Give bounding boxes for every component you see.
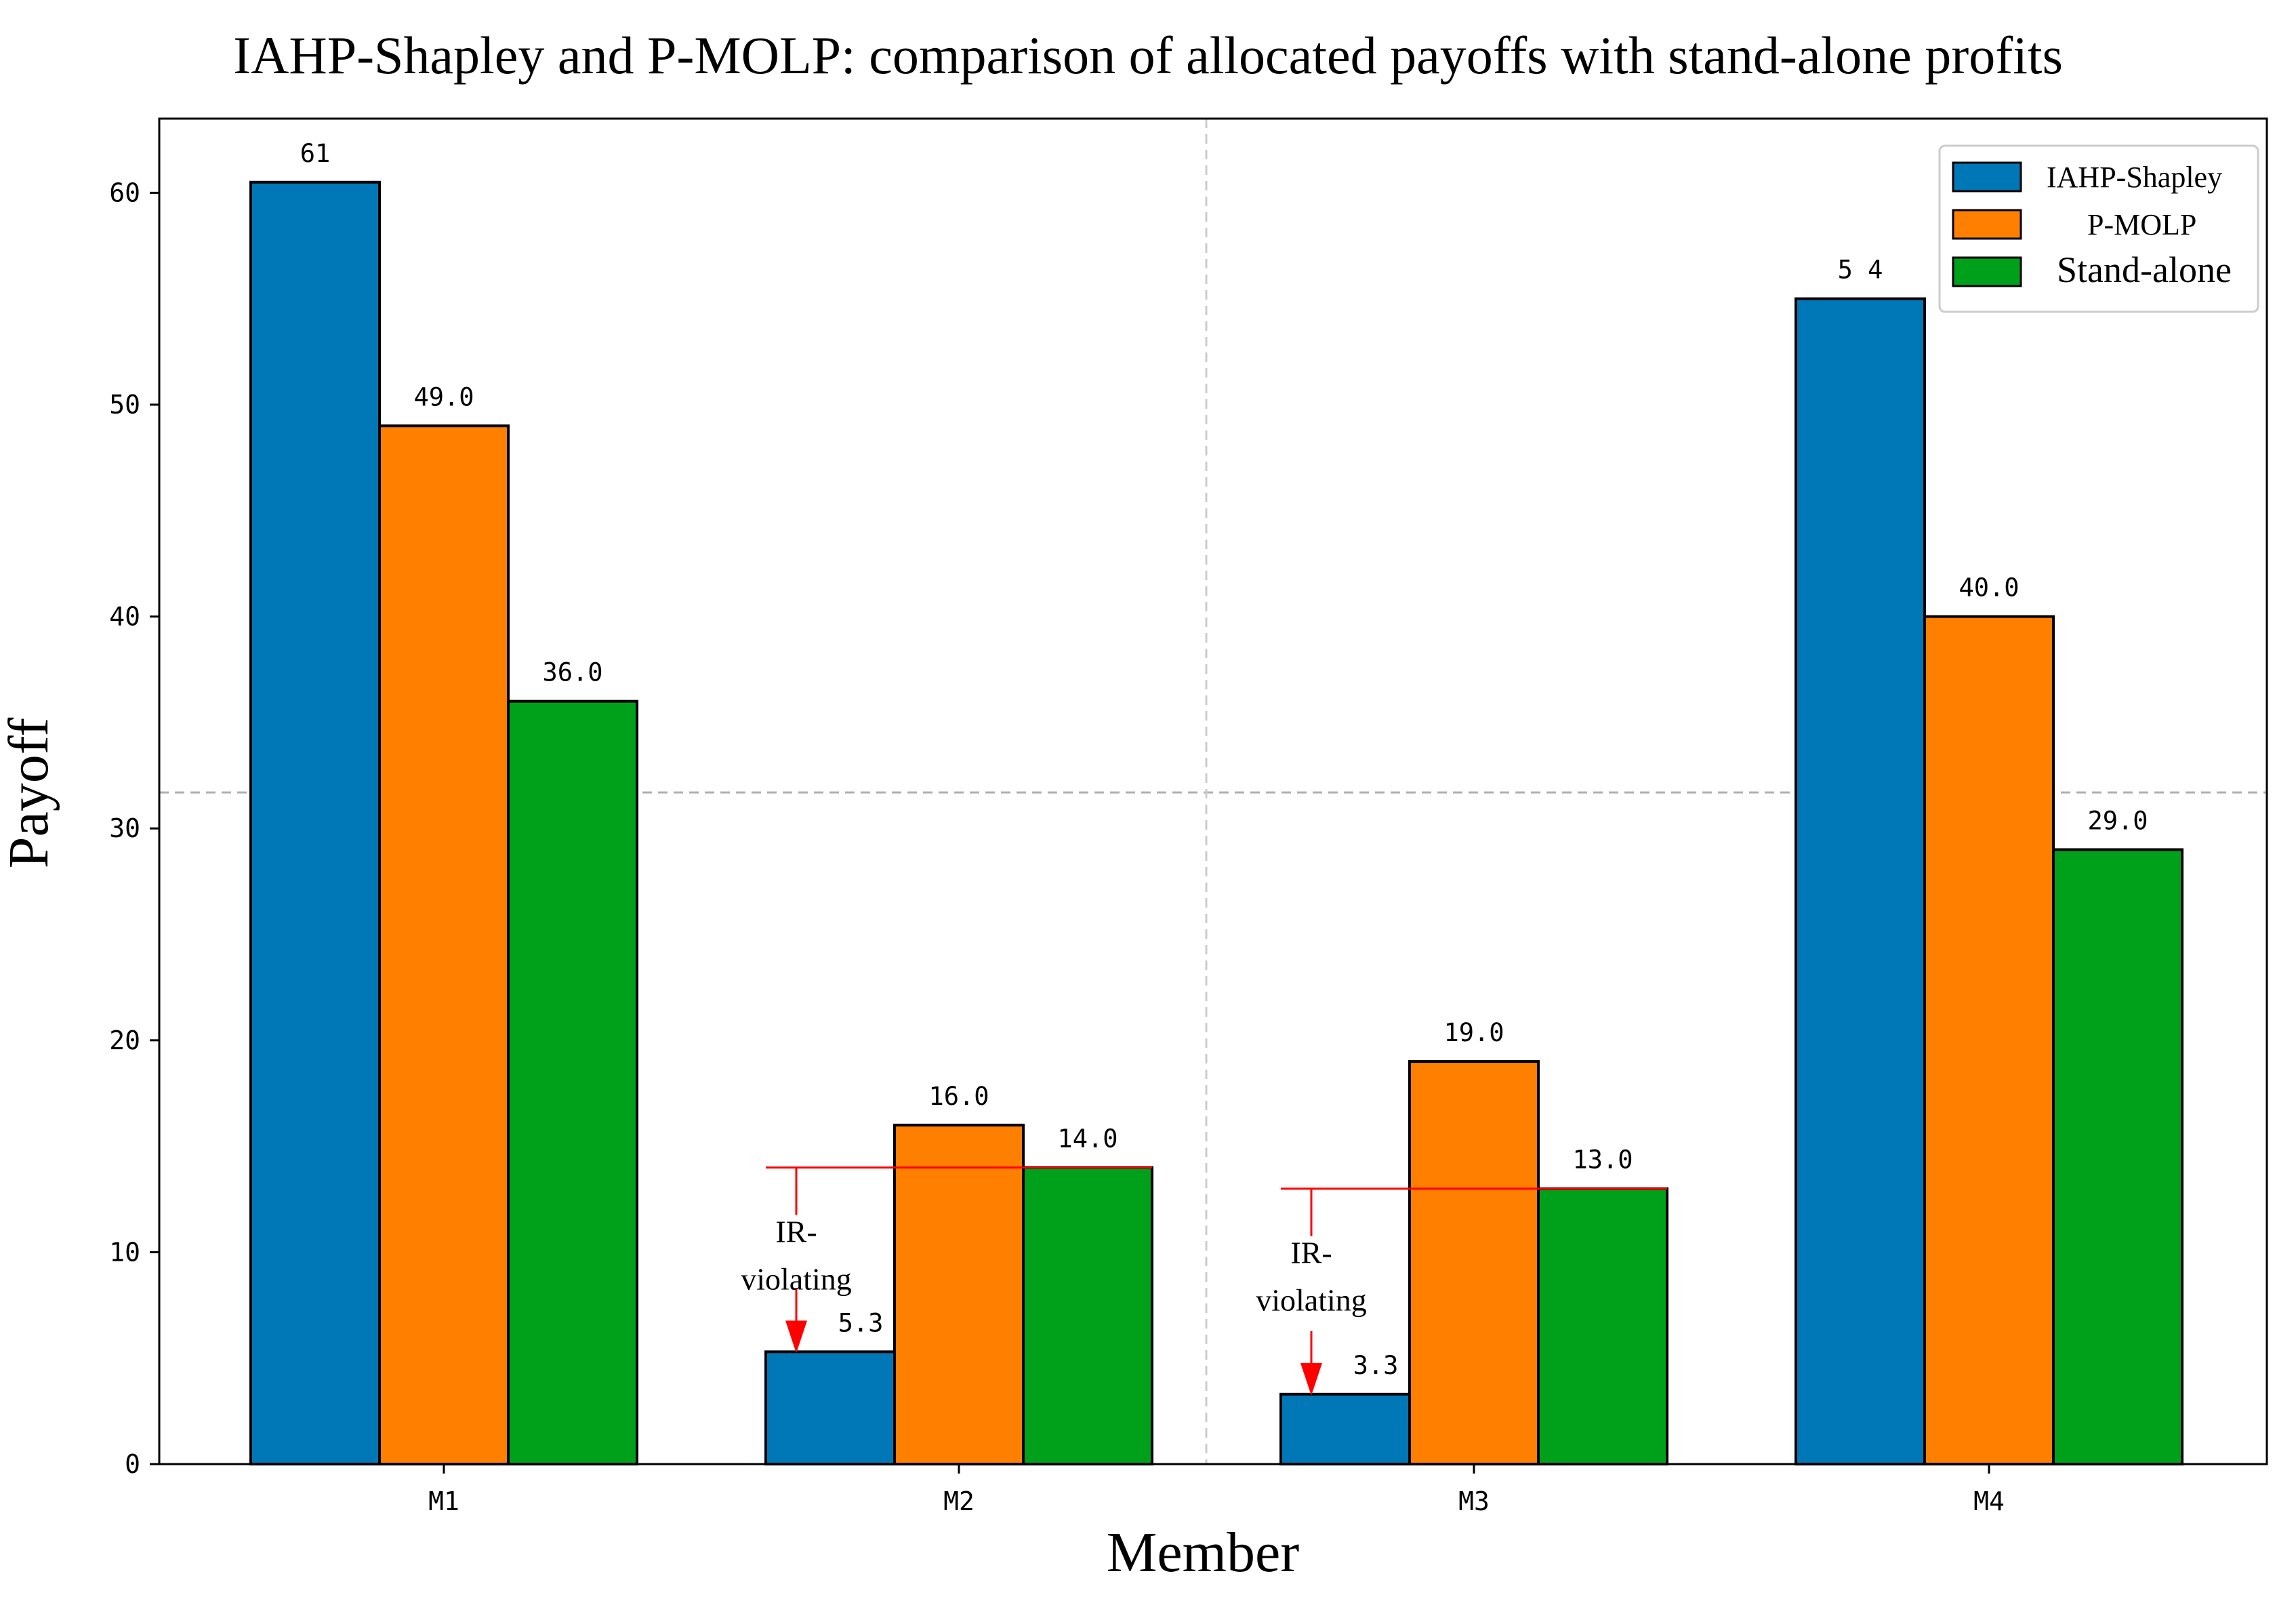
data-label-stand-alone-m1: 36.0 <box>542 658 602 687</box>
legend-label-stand-alone: Stand-alone <box>2057 249 2232 290</box>
y-tick-label: 10 <box>109 1237 140 1267</box>
legend-swatch-iahp-shapley <box>1952 161 2022 192</box>
x-tick-label: M2 <box>943 1486 975 1516</box>
data-label-stand-alone-m2: 14.0 <box>1057 1124 1118 1153</box>
bar-p-molp-m4 <box>1923 615 2055 1465</box>
bar-iahp-shapley-m4 <box>1795 297 1926 1466</box>
bar-p-molp-m2 <box>893 1123 1025 1465</box>
data-label-iahp-shapley-m3: 3.3 <box>1353 1351 1399 1380</box>
bar-p-molp-m1 <box>378 424 510 1465</box>
bar-iahp-shapley-m1 <box>249 180 381 1465</box>
data-label-stand-alone-m4: 29.0 <box>2087 806 2148 835</box>
chart-title: IAHP-Shapley and P-MOLP: comparison of a… <box>233 26 2063 85</box>
ir-annotation-text-m3: violating <box>1256 1283 1367 1318</box>
y-tick-label: 50 <box>109 390 140 420</box>
legend-swatch-p-molp <box>1952 209 2022 240</box>
y-tick-label: 20 <box>109 1026 140 1055</box>
x-axis-label: Member <box>1107 1521 1300 1584</box>
plot-area: 61 5.3 3.3 5 4 49.0 16.0 19.0 40.0 36.0 14.0 13.0 2… <box>109 117 2268 1516</box>
x-tick-label: M3 <box>1458 1486 1490 1516</box>
ir-arrow-head-m2 <box>785 1320 807 1354</box>
legend-label-p-molp: P-MOLP <box>2087 208 2196 241</box>
bar-iahp-shapley-m2 <box>764 1350 896 1466</box>
legend: IAHP-Shapley P-MOLP Stand-alone <box>1938 144 2259 313</box>
data-label-iahp-shapley-m4: 5 4 <box>1838 256 1883 285</box>
y-tick-label: 0 <box>125 1449 140 1479</box>
y-tick-label: 60 <box>109 178 140 207</box>
y-axis-label: Payoff <box>0 718 60 868</box>
ir-annotation-text-m2: IR- <box>775 1214 817 1249</box>
data-label-stand-alone-m3: 13.0 <box>1572 1146 1633 1175</box>
data-label-iahp-shapley-m2: 5.3 <box>838 1308 884 1337</box>
x-tick-label: M4 <box>1973 1486 2005 1516</box>
bar-iahp-shapley-m3 <box>1279 1392 1411 1466</box>
ir-annotation-text-m2: violating <box>741 1261 852 1296</box>
data-label-p-molp-m3: 19.0 <box>1443 1018 1504 1047</box>
bar-stand-alone-m2 <box>1022 1166 1153 1465</box>
legend-label-iahp-shapley: IAHP-Shapley <box>2047 161 2222 194</box>
bar-p-molp-m3 <box>1408 1060 1540 1465</box>
legend-swatch-stand-alone <box>1952 256 2022 287</box>
axes-frame <box>158 117 2268 1465</box>
y-tick-label: 30 <box>109 813 140 843</box>
data-label-iahp-shapley-m1: 61 <box>300 139 331 168</box>
ir-arrow-head-m3 <box>1300 1362 1322 1396</box>
bar-stand-alone-m1 <box>507 700 638 1465</box>
data-label-p-molp-m1: 49.0 <box>413 382 474 411</box>
data-label-p-molp-m2: 16.0 <box>928 1082 989 1111</box>
x-tick-label: M1 <box>428 1486 459 1516</box>
bar-stand-alone-m3 <box>1537 1187 1668 1466</box>
data-label-p-molp-m4: 40.0 <box>1959 573 2019 603</box>
y-tick-label: 40 <box>109 602 140 632</box>
ir-annotation-text-m3: IR- <box>1290 1236 1332 1270</box>
bar-stand-alone-m4 <box>2052 848 2184 1466</box>
